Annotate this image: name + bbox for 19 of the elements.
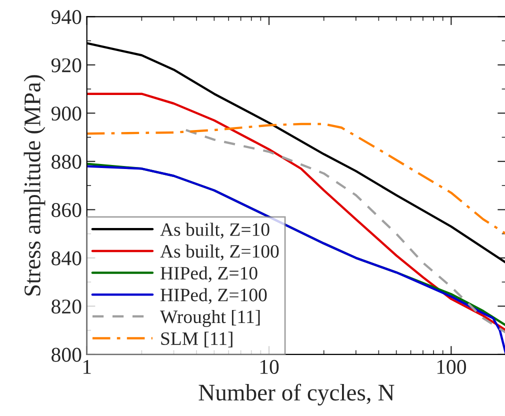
y-tick-label: 880 [52,154,82,169]
legend-label: SLM [11] [161,332,232,348]
x-axis-title: Number of cycles, N [198,384,394,406]
legend-label: As built, Z=100 [160,244,279,260]
y-tick-label: 840 [52,251,82,266]
y-tick-label: 940 [51,10,82,24]
y-tick-label: 860 [52,203,82,218]
y-tick-label: 800 [52,348,82,362]
y-axis-title: Stress amplitude (MPa) [24,75,46,296]
legend-label: HIPed, Z=10 [160,266,258,282]
x-tick-label: 100 [437,360,466,374]
y-tick-label: 820 [52,300,82,314]
legend-label: As built, Z=10 [160,222,270,239]
y-tick-label: 900 [51,106,82,121]
x-tick-label: 10 [260,360,279,374]
legend-label: HIPed, Z=100 [160,288,267,304]
y-tick-label: 920 [51,58,82,72]
x-tick-label: 1 [83,360,91,374]
legend-label: Wrought [11] [160,310,260,327]
